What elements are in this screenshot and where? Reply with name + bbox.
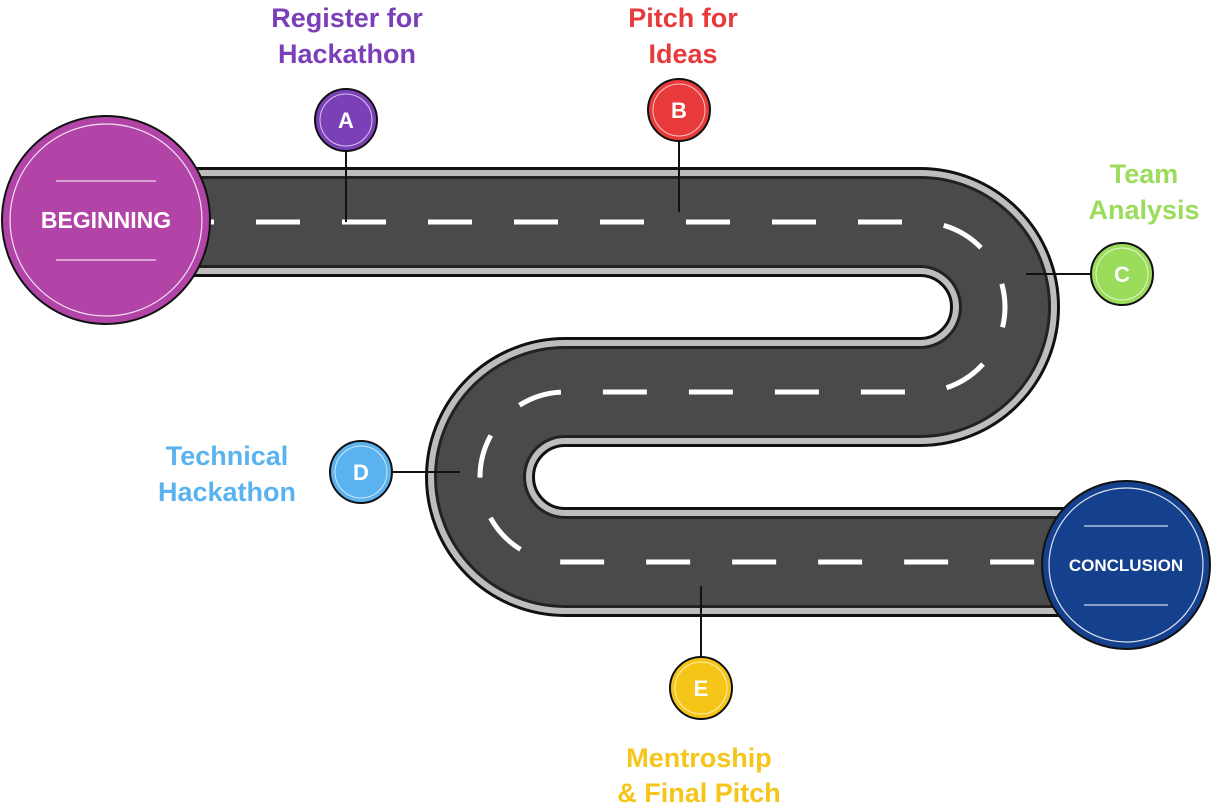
beginning-circle	[1, 115, 211, 325]
milestone-c-marker	[1090, 242, 1154, 306]
milestone-a-title-line2: Hackathon	[278, 39, 416, 69]
milestone-d-title-line2: Hackathon	[158, 477, 296, 507]
connectors	[345, 140, 1092, 657]
milestone-c-title-line1: Team	[1110, 159, 1179, 189]
milestone-c-marker-ring	[1095, 247, 1149, 301]
milestone-c-letter: C	[1114, 262, 1130, 287]
road	[160, 167, 1120, 617]
milestone-b-title-line1: Pitch for	[628, 3, 738, 33]
milestone-d-marker	[329, 440, 393, 504]
milestone-d-marker-ring	[334, 445, 388, 499]
milestone-d-title-line1: Technical	[166, 441, 289, 471]
conclusion-node: CONCLUSION	[1041, 480, 1211, 650]
milestone-e-title-line2: & Final Pitch	[617, 778, 781, 808]
milestone-a-title-line1: Register for	[271, 3, 423, 33]
road-center-dashes	[160, 219, 1120, 565]
milestone-e-letter: E	[694, 676, 709, 701]
milestone-e-title-line1: Mentroship	[626, 743, 772, 773]
milestone-c: C Team Analysis	[1088, 159, 1200, 306]
beginning-inner-ring	[9, 123, 203, 317]
milestone-a-marker-ring	[319, 93, 373, 147]
conclusion-inner-ring	[1048, 487, 1204, 643]
milestone-a-marker	[314, 88, 378, 152]
milestone-b-letter: B	[671, 98, 687, 123]
milestone-b-marker-ring	[652, 83, 706, 137]
milestone-b-title-line2: Ideas	[648, 39, 717, 69]
beginning-node: BEGINNING	[1, 115, 211, 325]
milestone-d: D Technical Hackathon	[158, 440, 393, 507]
conclusion-circle	[1041, 480, 1211, 650]
milestone-e-marker-ring	[674, 661, 728, 715]
milestone-c-title-line2: Analysis	[1088, 195, 1199, 225]
milestone-b-marker	[647, 78, 711, 142]
beginning-label: BEGINNING	[41, 207, 171, 233]
milestone-e: E Mentroship & Final Pitch	[617, 656, 781, 808]
milestone-d-letter: D	[353, 460, 369, 485]
milestone-e-marker	[669, 656, 733, 720]
milestone-b: B Pitch for Ideas	[628, 3, 738, 142]
conclusion-label: CONCLUSION	[1069, 556, 1183, 575]
milestone-a-letter: A	[338, 108, 354, 133]
milestone-a: A Register for Hackathon	[271, 3, 423, 152]
